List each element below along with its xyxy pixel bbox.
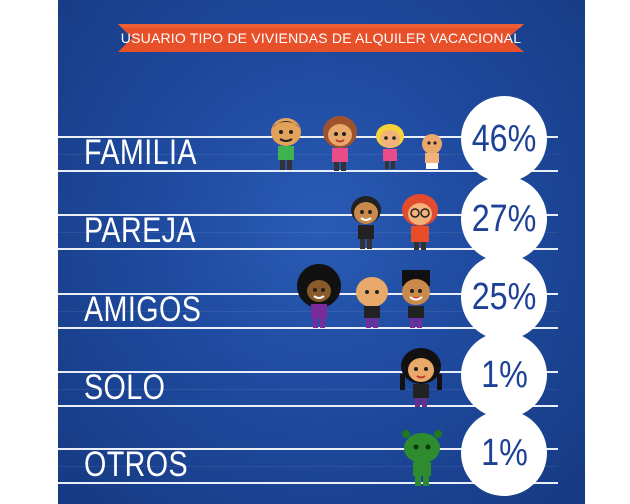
- alien-icon: [398, 428, 446, 488]
- banner-ribbon-shape: [118, 24, 524, 52]
- banner-title: USUARIO TIPO DE VIVIENDAS DE ALQUILER VA…: [120, 30, 522, 46]
- bald-figure-icon: [356, 277, 388, 328]
- family-icons: [266, 116, 446, 176]
- woman-figure-icon: [402, 194, 438, 250]
- flat-top-figure-icon: [402, 270, 430, 328]
- row-label: AMIGOS: [84, 290, 202, 329]
- percent-value: 46%: [471, 117, 537, 160]
- row-label: SOLO: [84, 368, 166, 407]
- mother-figure-icon: [323, 116, 357, 171]
- man-figure-icon: [351, 196, 381, 249]
- row-label: OTROS: [84, 445, 189, 484]
- row-pareja: PAREJA: [58, 196, 558, 256]
- row-solo: SOLO: [58, 353, 558, 413]
- row-familia: FAMILIA: [58, 118, 558, 178]
- friends-icons: [292, 264, 442, 332]
- percent-value: 27%: [471, 197, 537, 240]
- percent-circle: 1%: [461, 332, 547, 418]
- row-label: FAMILIA: [84, 133, 197, 172]
- percent-value: 1%: [480, 431, 528, 474]
- row-label: PAREJA: [84, 211, 196, 250]
- percent-circle: 46%: [461, 96, 547, 182]
- percent-circle: 25%: [461, 254, 547, 340]
- title-banner: USUARIO TIPO DE VIVIENDAS DE ALQUILER VA…: [118, 22, 524, 54]
- percent-value: 1%: [480, 353, 528, 396]
- couple-icons: [344, 194, 444, 254]
- girl-figure-icon: [376, 124, 404, 169]
- row-otros: OTROS: [58, 430, 558, 490]
- row-band: [58, 371, 558, 407]
- baby-figure-icon: [422, 134, 442, 169]
- afro-figure-icon: [297, 264, 341, 328]
- row-band: [58, 214, 558, 250]
- row-band: [58, 448, 558, 484]
- row-band: [58, 136, 558, 172]
- percent-value: 25%: [471, 275, 537, 318]
- father-figure-icon: [271, 118, 301, 170]
- percent-circle: 27%: [461, 176, 547, 262]
- single-person-icon: [396, 346, 446, 410]
- percent-circle: 1%: [461, 410, 547, 496]
